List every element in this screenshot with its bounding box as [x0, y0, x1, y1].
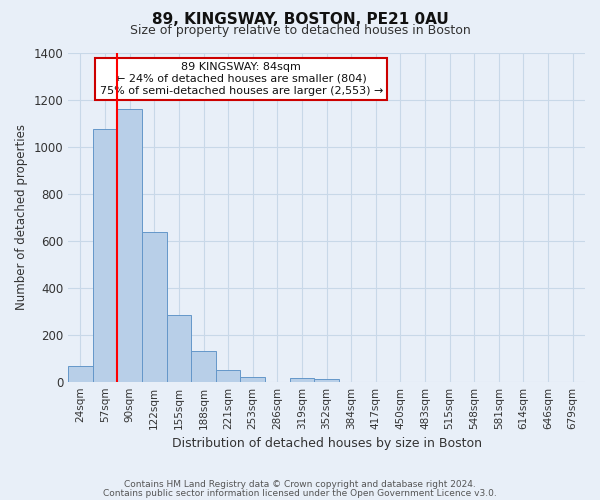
- Y-axis label: Number of detached properties: Number of detached properties: [15, 124, 28, 310]
- Bar: [191, 351, 216, 382]
- Text: Contains public sector information licensed under the Open Government Licence v3: Contains public sector information licen…: [103, 488, 497, 498]
- Text: 89, KINGSWAY, BOSTON, PE21 0AU: 89, KINGSWAY, BOSTON, PE21 0AU: [152, 12, 448, 28]
- Bar: [241, 377, 265, 382]
- Bar: [314, 380, 339, 382]
- Text: Contains HM Land Registry data © Crown copyright and database right 2024.: Contains HM Land Registry data © Crown c…: [124, 480, 476, 489]
- Bar: [142, 232, 167, 382]
- X-axis label: Distribution of detached houses by size in Boston: Distribution of detached houses by size …: [172, 437, 482, 450]
- Bar: [167, 314, 191, 382]
- Bar: [68, 366, 93, 382]
- Bar: [118, 109, 142, 382]
- Text: Size of property relative to detached houses in Boston: Size of property relative to detached ho…: [130, 24, 470, 37]
- Text: 89 KINGSWAY: 84sqm
← 24% of detached houses are smaller (804)
75% of semi-detach: 89 KINGSWAY: 84sqm ← 24% of detached hou…: [100, 62, 383, 96]
- Bar: [290, 378, 314, 382]
- Bar: [93, 129, 118, 382]
- Bar: [216, 370, 241, 382]
